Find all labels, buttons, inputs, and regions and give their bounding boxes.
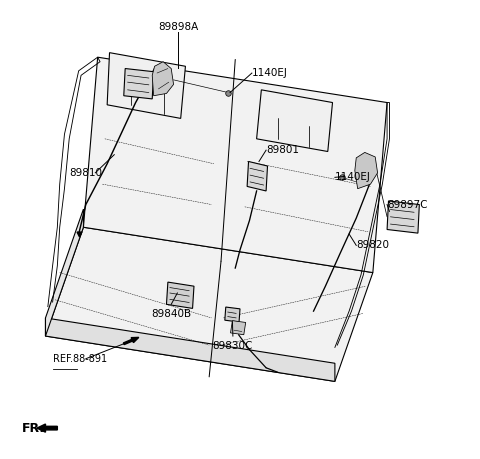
Text: 89810: 89810 [69,168,102,178]
Text: REF.88-891: REF.88-891 [53,354,107,364]
Text: 89897C: 89897C [387,200,428,210]
Text: 89830C: 89830C [213,341,253,351]
Polygon shape [46,227,373,381]
Polygon shape [230,321,246,335]
Polygon shape [355,152,378,189]
Text: 89898A: 89898A [158,22,198,32]
FancyArrow shape [37,424,57,432]
FancyArrow shape [123,337,139,345]
Text: 89820: 89820 [356,241,389,250]
Polygon shape [247,162,267,191]
Text: 1140EJ: 1140EJ [252,68,288,78]
Polygon shape [84,57,387,273]
Polygon shape [46,209,84,336]
Polygon shape [46,318,335,381]
Polygon shape [107,53,185,118]
Text: 89840B: 89840B [151,309,191,319]
Polygon shape [257,90,333,151]
Polygon shape [167,282,194,308]
Text: 89801: 89801 [266,145,299,155]
Text: FR.: FR. [22,422,45,435]
Text: 1140EJ: 1140EJ [335,172,371,182]
Polygon shape [152,62,174,96]
Polygon shape [124,68,154,99]
Polygon shape [225,307,240,322]
Polygon shape [387,201,420,233]
